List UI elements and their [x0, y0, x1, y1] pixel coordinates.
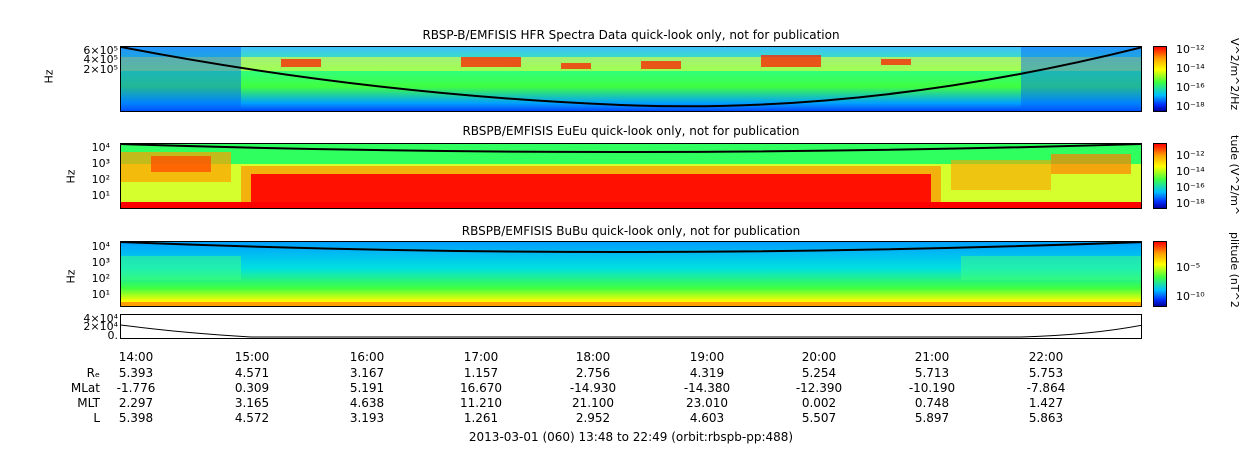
panel2-cbar-tick: 10⁻¹² [1176, 149, 1205, 162]
panel1-cbar-tick: 10⁻¹⁴ [1176, 62, 1205, 75]
panel3-title: RBSPB/EMFISIS BuBu quick-look only, not … [461, 224, 801, 238]
panel1-colorbar [1153, 46, 1167, 112]
ephemeris-value: 1.157 [463, 366, 499, 380]
time-tick-label: 22:00 [1028, 350, 1064, 364]
ephemeris-row-label: MLat [70, 381, 100, 395]
footer-date: 2013-03-01 (060) 13:48 to 22:49 (orbit:r… [468, 430, 794, 444]
time-tick-label: 19:00 [689, 350, 725, 364]
time-tick-label: 18:00 [575, 350, 611, 364]
ephemeris-value: 0.309 [234, 381, 270, 395]
eueu-spectrogram-image [121, 144, 1141, 208]
panel1-ylabel: Hz [42, 69, 56, 84]
ephemeris-row-label: Rₑ [86, 366, 100, 380]
panel2-title: RBSPB/EMFISIS EuEu quick-look only, not … [462, 124, 800, 138]
panel1-cbar-tick: 10⁻¹⁸ [1176, 100, 1205, 113]
ephemeris-value: 4.572 [234, 411, 270, 425]
panel3-ytick: 10⁴ [91, 240, 110, 253]
orbit-line-image [121, 324, 1141, 338]
panel2-colorbar [1153, 143, 1167, 209]
panel2-cbar-tick: 10⁻¹⁴ [1176, 165, 1205, 178]
ephemeris-value: 4.603 [689, 411, 725, 425]
ephemeris-value: 1.427 [1028, 396, 1064, 410]
panel4-ytick: 0. [107, 329, 119, 342]
ephemeris-value: 4.571 [234, 366, 270, 380]
time-tick-label: 14:00 [118, 350, 154, 364]
panel2-ytick: 10² [91, 173, 110, 186]
ephemeris-value: 16.670 [460, 381, 502, 395]
ephemeris-value: 5.863 [1028, 411, 1064, 425]
panel2-cbar-tick: 10⁻¹⁸ [1176, 197, 1205, 210]
panel1-title: RBSP-B/EMFISIS HFR Spectra Data quick-lo… [422, 28, 840, 42]
panel3-ytick: 10² [91, 272, 110, 285]
ephemeris-value: -7.864 [1026, 381, 1066, 395]
panel1-cbar-tick: 10⁻¹⁶ [1176, 81, 1205, 94]
ephemeris-value: 3.167 [349, 366, 385, 380]
panel3-ytick: 10¹ [91, 288, 110, 301]
ephemeris-value: -14.930 [569, 381, 617, 395]
ephemeris-value: 5.507 [801, 411, 837, 425]
hfr-spectrogram [120, 46, 1142, 112]
ephemeris-value: 5.398 [118, 411, 154, 425]
panel3-colorbar [1153, 241, 1167, 307]
panel4-ytick: 4×10⁴ [83, 312, 118, 325]
panel3-cbar-tick: 10⁻⁵ [1176, 261, 1201, 274]
ephemeris-value: -10.190 [908, 381, 956, 395]
panel2-ytick: 10⁴ [91, 141, 110, 154]
orbit-line-plot [120, 314, 1142, 339]
panel1-cbar-tick: 10⁻¹² [1176, 43, 1205, 56]
bubu-spectrogram [120, 241, 1142, 307]
hfr-spectrogram-image [121, 47, 1141, 111]
ephemeris-value: 3.165 [234, 396, 270, 410]
ephemeris-value: -14.380 [683, 381, 731, 395]
ephemeris-value: 5.393 [118, 366, 154, 380]
panel2-ytick: 10¹ [91, 189, 110, 202]
ephemeris-value: 2.756 [575, 366, 611, 380]
ephemeris-value: 4.638 [349, 396, 385, 410]
ephemeris-value: 3.193 [349, 411, 385, 425]
ephemeris-value: -12.390 [795, 381, 843, 395]
panel1-ytick: 6×10⁵ [83, 44, 118, 57]
panel2-cbar-tick: 10⁻¹⁶ [1176, 181, 1205, 194]
ephemeris-value: 5.713 [914, 366, 950, 380]
time-tick-label: 15:00 [234, 350, 270, 364]
panel3-cbar-tick: 10⁻¹⁰ [1176, 290, 1205, 303]
ephemeris-value: 5.191 [349, 381, 385, 395]
panel1-cbar-label: V^2/m^2/Hz [1228, 38, 1241, 111]
panel2-ytick: 10³ [91, 157, 110, 170]
time-tick-label: 20:00 [801, 350, 837, 364]
ephemeris-row-label: MLT [77, 396, 100, 410]
ephemeris-value: 5.897 [914, 411, 950, 425]
panel3-cbar-label: plitude (nT^2 [1228, 232, 1241, 308]
panel2-cbar-label: tude (V^2/m^ [1228, 135, 1241, 216]
panel4-ytick: 2×10⁴ [83, 320, 118, 333]
ephemeris-value: 23.010 [686, 396, 728, 410]
panel1-ytick: 2×10⁵ [83, 63, 118, 76]
eueu-spectrogram [120, 143, 1142, 209]
ephemeris-value: 2.297 [118, 396, 154, 410]
panel1-ytick: 4×10⁵ [83, 53, 118, 66]
ephemeris-value: 2.952 [575, 411, 611, 425]
ephemeris-value: 21.100 [572, 396, 614, 410]
ephemeris-value: 5.753 [1028, 366, 1064, 380]
ephemeris-value: 5.254 [801, 366, 837, 380]
panel3-ytick: 10³ [91, 256, 110, 269]
ephemeris-value: 4.319 [689, 366, 725, 380]
ephemeris-value: 11.210 [460, 396, 502, 410]
time-tick-label: 17:00 [463, 350, 499, 364]
bubu-spectrogram-image [121, 242, 1141, 306]
ephemeris-value: 0.002 [801, 396, 837, 410]
ephemeris-value: 1.261 [463, 411, 499, 425]
ephemeris-row-label: L [93, 411, 100, 425]
time-tick-label: 21:00 [914, 350, 950, 364]
ephemeris-value: 0.748 [914, 396, 950, 410]
time-tick-label: 16:00 [349, 350, 385, 364]
ephemeris-value: -1.776 [116, 381, 156, 395]
